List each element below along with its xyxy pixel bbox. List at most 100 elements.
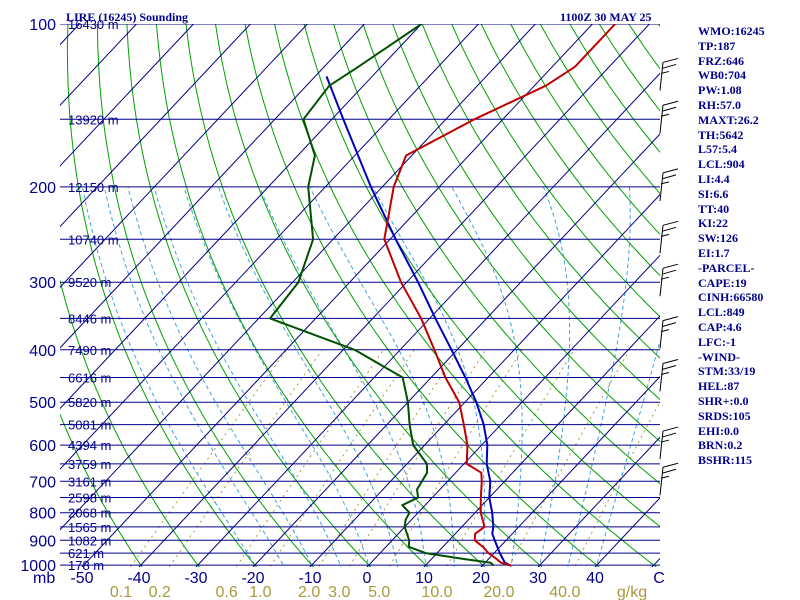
- mixing-ratio-line: [348, 349, 487, 567]
- height-level-label: 1082 m: [68, 533, 111, 548]
- index-item: CAPE:19: [698, 275, 747, 290]
- mixing-ratio-tick-label: 0.6: [215, 584, 237, 600]
- pressure-tick-label: 600: [29, 438, 56, 455]
- wind-barb: [659, 57, 679, 91]
- dry-adiabat-line: [776, 24, 800, 577]
- wind-barb: [659, 220, 679, 254]
- sounding-profiles: [269, 24, 616, 567]
- wind-barb: [659, 358, 679, 392]
- wind-barb: [659, 316, 679, 349]
- dry-adiabat-line: [60, 278, 200, 567]
- index-item: SRDS:105: [698, 408, 751, 423]
- index-item: LI:4.4: [698, 171, 730, 186]
- index-item: LCL:904: [698, 157, 745, 172]
- dry-adiabat-line: [451, 24, 660, 318]
- height-level-label: 9520 m: [68, 275, 111, 290]
- height-level-label: 5081 m: [68, 418, 111, 433]
- height-level-label: 16430 m: [68, 17, 119, 32]
- index-item: FRZ:646: [698, 53, 744, 68]
- pressure-tick-label: 300: [29, 275, 56, 292]
- index-item: TP:187: [698, 38, 736, 53]
- isotherm-line: [60, 24, 536, 531]
- isotherm-line: [60, 24, 251, 228]
- parcel-profile-line: [325, 76, 512, 567]
- chart-title: LIRE (16245) Sounding: [66, 10, 189, 24]
- pressure-tick-label: 200: [29, 180, 56, 197]
- isotherm-line: [537, 436, 660, 567]
- mixing-ratio-tick-label: 5.0: [368, 584, 390, 600]
- dry-adiabat-line: [392, 24, 660, 401]
- index-item: L57:5.4: [698, 142, 737, 157]
- isotherm-line: [81, 24, 593, 567]
- temperature-tick-label: C: [653, 570, 665, 587]
- temperature-tick-label: 20: [472, 570, 490, 587]
- dry-adiabat-line: [155, 24, 429, 567]
- temperature-tick-label: 30: [529, 570, 547, 587]
- index-item: LFC:-1: [698, 334, 736, 349]
- index-item: PW:1.08: [698, 83, 742, 98]
- dry-adiabat-line: [66, 24, 258, 567]
- pressure-tick-label: 1000: [20, 558, 56, 575]
- wind-barb: [659, 168, 679, 201]
- mixing-ratio-lines: [129, 349, 660, 567]
- moist-adiabat-line: [595, 339, 660, 567]
- height-level-label: 178 m: [68, 558, 104, 573]
- isotherm-line: [60, 24, 365, 349]
- temperature-tick-label: 0: [363, 570, 372, 587]
- isotherm-line: [423, 315, 660, 567]
- isobars: [60, 24, 660, 566]
- index-item: MAXT:26.2: [698, 112, 759, 127]
- isotherm-line: [0, 24, 22, 577]
- index-item: -PARCEL-: [698, 260, 755, 275]
- mixing-ratio-tick-label: 1.0: [249, 584, 271, 600]
- isotherm-line: [252, 133, 660, 567]
- temperature-profile-line: [383, 24, 616, 567]
- index-item: BSHR:115: [698, 453, 753, 468]
- dry-adiabat-line: [185, 24, 486, 567]
- dewpoint-profile-line: [269, 24, 495, 567]
- mixing-ratio-line: [508, 349, 630, 567]
- index-item: -WIND-: [698, 349, 740, 364]
- moist-adiabat-line: [153, 186, 342, 567]
- index-item: STM:33/19: [698, 364, 756, 379]
- dry-adiabat-line: [421, 24, 660, 359]
- wind-barb: [659, 100, 679, 134]
- isotherm-line: [366, 254, 660, 567]
- isotherm-line: [60, 24, 308, 288]
- height-level-label: 3759 m: [68, 457, 111, 472]
- index-item: EHI:0.0: [698, 423, 740, 438]
- height-level-label: 13920 m: [68, 112, 119, 127]
- mixing-ratio-tick-label: 40.0: [549, 584, 580, 600]
- index-item: SHR+:0.0: [698, 393, 749, 408]
- pressure-tick-label: 700: [29, 474, 56, 491]
- moist-adiabat-line: [567, 186, 631, 567]
- mixing-ratio-tick-label: 20.0: [483, 584, 514, 600]
- temperature-tick-label: -50: [70, 570, 93, 587]
- moist-adiabat-line: [103, 186, 285, 567]
- moist-adiabats: [82, 186, 660, 567]
- mixing-ratio-tick-label: 0.1: [110, 584, 132, 600]
- index-item: WMO:16245: [698, 24, 765, 38]
- mixing-ratio-tick-label: 10.0: [421, 584, 452, 600]
- dry-adiabat-line: [60, 413, 143, 567]
- index-item: SI:6.6: [698, 186, 729, 201]
- index-item: TH:5642: [698, 127, 744, 142]
- mixing-ratio-tick-label: 0.2: [149, 584, 171, 600]
- pressure-tick-label: 900: [29, 533, 56, 550]
- mixing-ratio-line: [129, 349, 288, 567]
- temperature-tick-label: -40: [127, 570, 150, 587]
- index-item: LCL:849: [698, 305, 745, 320]
- dry-adiabat-line: [274, 24, 658, 567]
- moist-adiabat-line: [372, 186, 486, 567]
- height-level-label: 10740 m: [68, 232, 119, 247]
- height-level-label: 8446 m: [68, 311, 111, 326]
- height-level-label: 621 m: [68, 546, 104, 561]
- temperature-tick-label: -20: [241, 570, 264, 587]
- index-item: SW:126: [698, 231, 739, 246]
- mixing-ratio-unit-label: g/kg: [617, 584, 647, 600]
- mixing-ratio-tick-label: 3.0: [328, 584, 350, 600]
- stability-indices-list: WMO:16245 TP:187 FRZ:646 WB0:704 PW:1.08 RH:5…: [698, 24, 765, 468]
- mixing-ratio-line: [388, 349, 523, 567]
- height-level-label: 4394 m: [68, 438, 111, 453]
